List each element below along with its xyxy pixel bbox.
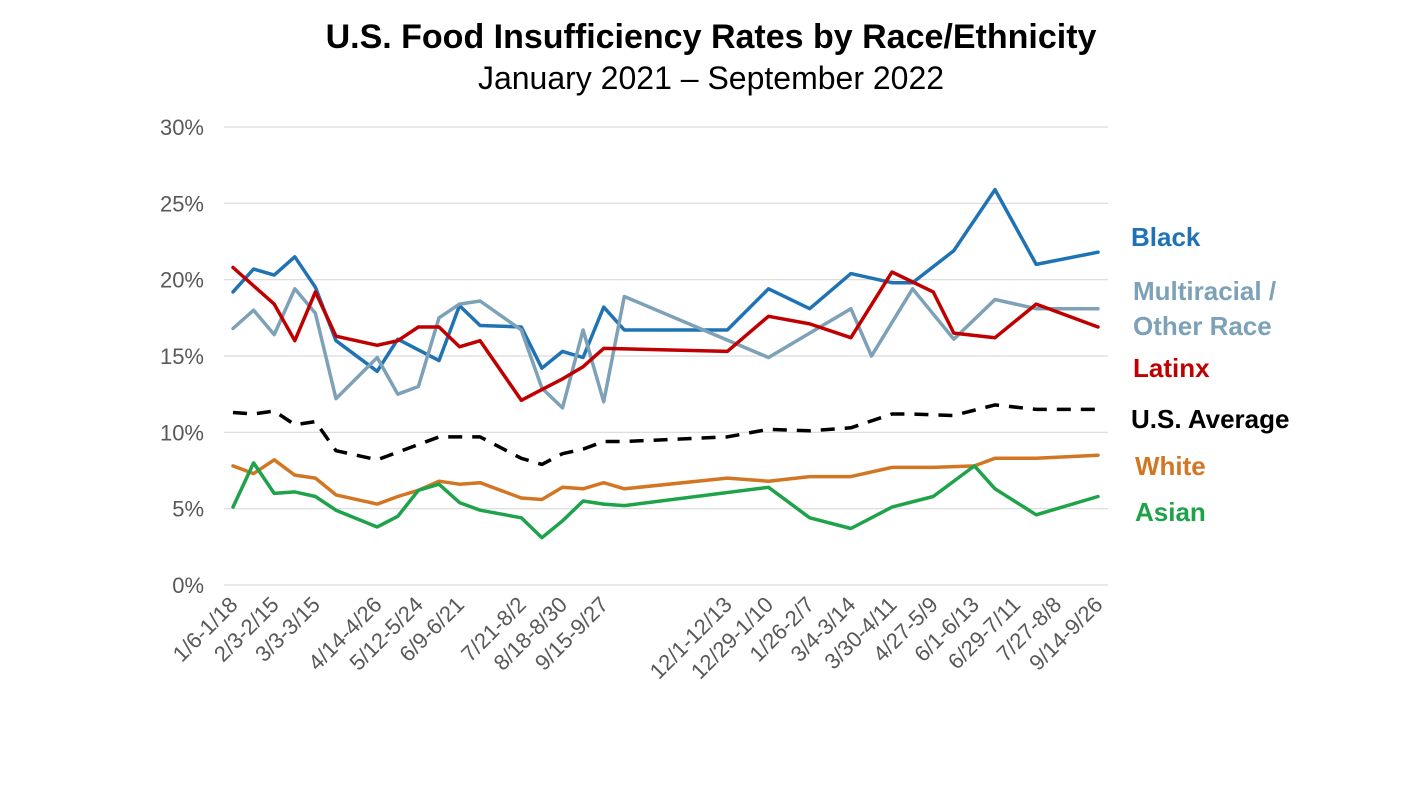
y-tick-label: 20% xyxy=(160,268,204,293)
legend-label: White xyxy=(1135,451,1206,481)
y-tick-label: 0% xyxy=(172,573,204,598)
y-tick-label: 5% xyxy=(172,497,204,522)
series-line-asian xyxy=(231,461,1100,540)
series-line-multiracial-other-race xyxy=(231,287,1100,410)
series-line-black xyxy=(231,187,1100,374)
y-tick-label: 10% xyxy=(160,420,204,445)
legend-label: Black xyxy=(1131,222,1201,252)
y-tick-label: 25% xyxy=(160,191,204,216)
legend-label: Other Race xyxy=(1133,311,1272,341)
legend: Black Multiracial / Other Race Latinx U.S. A… xyxy=(1131,222,1289,527)
chart-title: U.S. Food Insufficiency Rates by Race/Et… xyxy=(325,18,1097,56)
gridlines xyxy=(224,126,1108,586)
y-tick-label: 30% xyxy=(160,115,204,140)
legend-label: Latinx xyxy=(1133,353,1210,383)
legend-label: Multiracial / xyxy=(1133,276,1276,306)
series-lines xyxy=(231,187,1100,540)
series-line-latinx xyxy=(231,265,1100,403)
chart-subtitle: January 2021 – September 2022 xyxy=(477,60,945,96)
series-line-u-s-average xyxy=(232,403,1098,467)
y-axis-ticks: 0% 5% 10% 15% 20% 25% 30% xyxy=(160,115,204,598)
x-axis-ticks: 1/6-1/182/3-2/153/3-3/154/14-4/265/12-5/… xyxy=(168,592,1108,684)
y-tick-label: 15% xyxy=(160,344,204,369)
series-line-white xyxy=(231,453,1100,506)
legend-label: Asian xyxy=(1135,497,1206,527)
legend-label: U.S. Average xyxy=(1131,404,1289,434)
